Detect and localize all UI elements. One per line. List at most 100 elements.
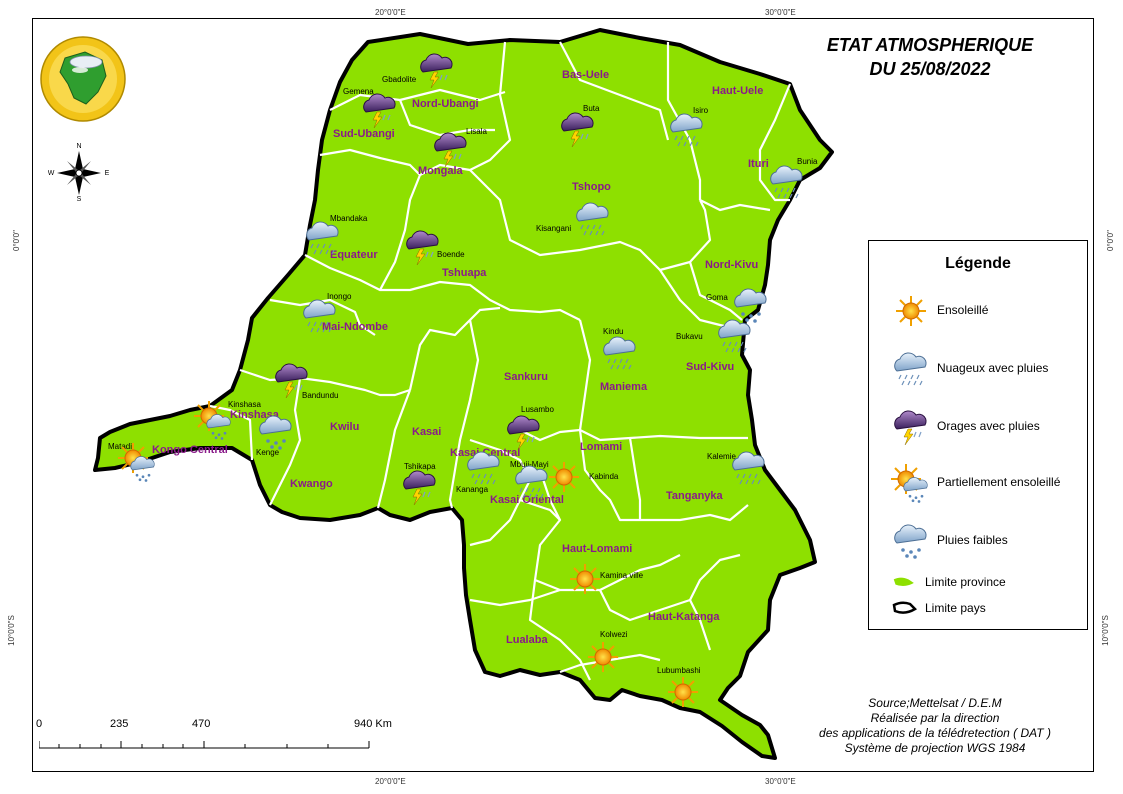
scale-label-0: 0	[36, 718, 43, 730]
province-label-bas-uele: Bas-Uele	[562, 69, 609, 81]
country-outline	[93, 28, 834, 760]
scale-label-235: 235	[110, 718, 129, 730]
country-limit-icon	[892, 601, 917, 614]
mettelsat-logo	[40, 36, 126, 122]
weather-icon-kamina	[569, 563, 601, 595]
legend-box: Légende Ensoleillé Nuageux avec pluies O…	[868, 240, 1088, 630]
city-label-tshikapa: Tshikapa	[404, 462, 436, 471]
compass-n: N	[76, 143, 81, 150]
compass-e: E	[105, 170, 110, 177]
cloud-rain-icon	[889, 349, 933, 389]
province-label-tanganyka: Tanganyka	[666, 490, 724, 502]
legend-item-sunny: Ensoleillé	[869, 291, 1087, 331]
province-label-tshuapa: Tshuapa	[442, 267, 487, 279]
map-frame	[32, 18, 1094, 772]
province-label-kwango: Kwango	[290, 478, 333, 490]
source-line4: Système de projection WGS 1984	[844, 741, 1026, 755]
province-label-kasai-oriental: Kasai Oriental	[490, 494, 564, 506]
weather-icon-lubumbashi	[667, 676, 699, 708]
scale-label-470: 470	[192, 718, 211, 730]
province-labels: Sud-Ubangi Nord-Ubangi Bas-Uele Haut-Uel…	[152, 69, 769, 646]
city-label-inongo: Inongo	[327, 292, 352, 301]
legend-item-storm: Orages avec pluies	[869, 407, 1087, 447]
province-label-tshopo: Tshopo	[572, 181, 611, 193]
storm-icon	[894, 410, 927, 446]
city-label-bunia: Bunia	[797, 157, 818, 166]
city-label-kinshasa: Kinshasa	[228, 400, 261, 409]
city-label-kabinda: Kabinda	[589, 472, 619, 481]
province-label-equateur: Equateur	[330, 249, 378, 261]
legend-item-cloud-rain: Nuageux avec pluies	[869, 349, 1087, 389]
city-label-lisala: Lisala	[466, 127, 487, 136]
scale-bar: 0 235 470 940 Km	[36, 718, 396, 758]
coord-bottom-30e: 30°0'0"E	[765, 777, 796, 786]
province-label-kasai: Kasai	[412, 426, 441, 438]
province-label-haut-katanga: Haut-Katanga	[648, 611, 720, 623]
coord-top-30e: 30°0'0"E	[765, 8, 796, 17]
province-label-kwilu: Kwilu	[330, 421, 359, 433]
sunny-icon	[895, 295, 927, 327]
compass-w: W	[48, 170, 55, 177]
province-label-haut-lomami: Haut-Lomami	[562, 543, 632, 555]
city-label-isiro: Isiro	[693, 106, 709, 115]
source-line1: Source;Mettelsat / D.E.M	[868, 696, 1002, 710]
province-label-sankuru: Sankuru	[504, 371, 548, 383]
legend-label-partly-sunny: Partiellement ensoleillé	[937, 475, 1061, 489]
city-label-kalemie: Kalemie	[707, 452, 736, 461]
source-line3: des applications de la télédretection ( …	[819, 726, 1051, 740]
light-rain-icon	[889, 521, 933, 561]
weather-icon-kolwezi	[587, 641, 619, 673]
province-label-mongala: Mongala	[418, 165, 463, 177]
north-arrow-compass: N S E W	[48, 143, 110, 202]
scale-label-940: 940 Km	[354, 718, 392, 730]
province-label-kongo-central: Kongo Central	[152, 444, 228, 456]
legend-label-storm: Orages avec pluies	[937, 419, 1040, 433]
city-label-matadi: Matadi	[108, 442, 132, 451]
map-title-line1: ETAT ATMOSPHERIQUE	[826, 35, 1034, 55]
city-label-lusambo: Lusambo	[521, 405, 554, 414]
city-label-bukavu: Bukavu	[676, 332, 703, 341]
coord-top-20e: 20°0'0"E	[375, 8, 406, 17]
city-label-boende: Boende	[437, 250, 465, 259]
scale-bar-ticks	[39, 741, 370, 749]
coord-bottom-20e: 20°0'0"E	[375, 777, 406, 786]
city-label-kolwezi: Kolwezi	[600, 630, 628, 639]
province-label-lomami: Lomami	[580, 441, 622, 453]
province-label-lualaba: Lualaba	[506, 634, 548, 646]
province-label-ituri: Ituri	[748, 158, 769, 170]
city-label-mbuji-mayi: Mbuji-Mayi	[510, 460, 549, 469]
weather-icon-kabinda	[548, 461, 580, 493]
source-line2: Réalisée par la direction	[870, 711, 1000, 725]
city-label-mbandaka: Mbandaka	[330, 214, 368, 223]
province-label-maniema: Maniema	[600, 381, 648, 393]
province-label-nord-ubangi: Nord-Ubangi	[412, 98, 479, 110]
city-label-kamina: Kamina ville	[600, 571, 644, 580]
city-label-kananga: Kananga	[456, 485, 489, 494]
legend-label-country-limit: Limite pays	[925, 601, 986, 615]
legend-label-sunny: Ensoleillé	[937, 303, 989, 317]
map-title: ETAT ATMOSPHERIQUE DU 25/08/2022	[790, 33, 1070, 81]
legend-label-province-limit: Limite province	[925, 575, 1006, 589]
city-labels: Gbadolite Gemena Lisala Buta Isiro Bunia…	[108, 75, 818, 675]
legend-label-cloud-rain: Nuageux avec pluies	[937, 361, 1049, 375]
province-label-sud-kivu: Sud-Kivu	[686, 361, 734, 373]
province-label-nord-kivu: Nord-Kivu	[705, 259, 758, 271]
city-label-kenge: Kenge	[256, 448, 280, 457]
source-credits: Source;Mettelsat / D.E.M Réalisée par la…	[790, 696, 1080, 756]
province-label-mai-ndombe: Mai-Ndombe	[322, 321, 388, 333]
city-label-gbadolite: Gbadolite	[382, 75, 417, 84]
city-label-buta: Buta	[583, 104, 600, 113]
legend-item-country-limit: Limite pays	[869, 597, 1087, 619]
province-label-sud-ubangi: Sud-Ubangi	[333, 128, 395, 140]
legend-title: Légende	[945, 255, 1011, 272]
city-label-kisangani: Kisangani	[536, 224, 571, 233]
legend-item-light-rain: Pluies faibles	[869, 521, 1087, 561]
city-label-gemena: Gemena	[343, 87, 374, 96]
province-borders	[209, 41, 792, 681]
province-label-haut-uele: Haut-Uele	[712, 85, 763, 97]
map-title-line2: DU 25/08/2022	[869, 59, 991, 79]
city-label-lubumbashi: Lubumbashi	[657, 666, 701, 675]
legend-item-province-limit: Limite province	[869, 571, 1087, 593]
legend-label-light-rain: Pluies faibles	[937, 533, 1008, 547]
